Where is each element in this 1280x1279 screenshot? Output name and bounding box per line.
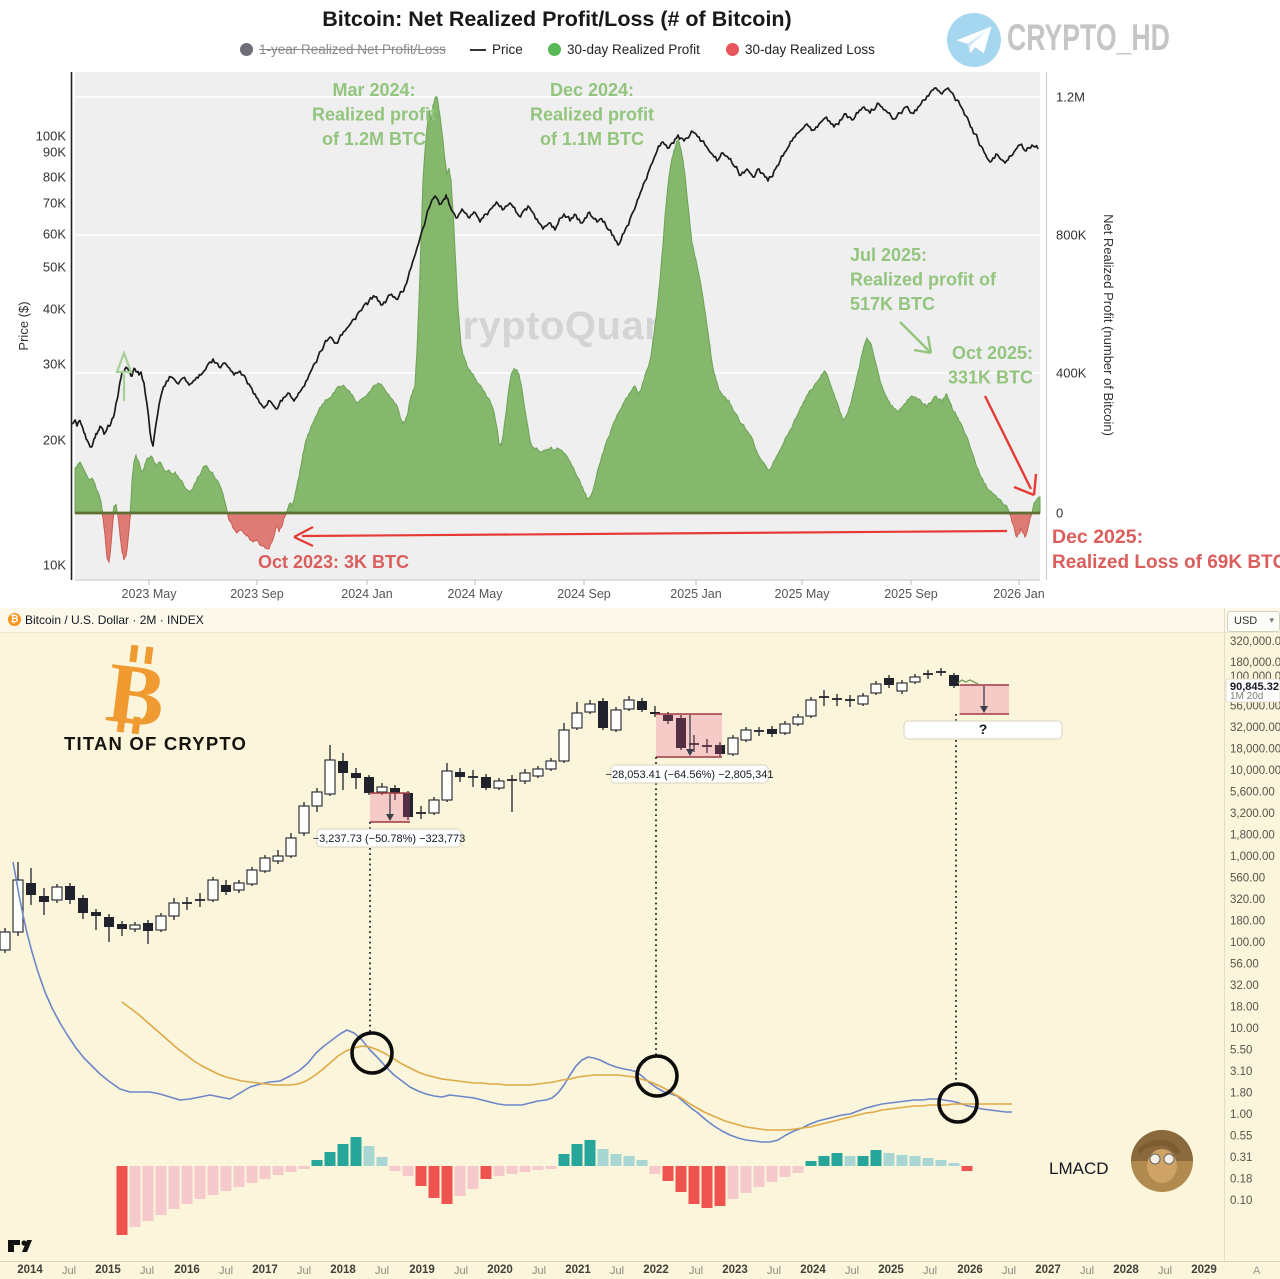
svg-text:30K: 30K: [43, 357, 66, 372]
svg-text:320.00: 320.00: [1230, 894, 1265, 906]
svg-text:of 1.2M BTC: of 1.2M BTC: [322, 129, 426, 149]
svg-text:18,000.00: 18,000.00: [1230, 744, 1280, 756]
svg-text:80K: 80K: [43, 170, 66, 185]
svg-text:2023 May: 2023 May: [122, 587, 178, 601]
svg-text:?: ?: [979, 721, 988, 737]
svg-text:−28,053.41 (−64.56%) −2,805,34: −28,053.41 (−64.56%) −2,805,341: [606, 769, 774, 781]
svg-text:Dec 2024:: Dec 2024:: [550, 80, 634, 100]
svg-text:10.00: 10.00: [1230, 1023, 1259, 1035]
svg-text:1,800.00: 1,800.00: [1230, 830, 1275, 842]
svg-text:18.00: 18.00: [1230, 1002, 1259, 1014]
svg-text:2025 May: 2025 May: [775, 587, 831, 601]
svg-text:Realized profit of: Realized profit of: [850, 270, 997, 290]
svg-text:1.2M: 1.2M: [1056, 90, 1085, 105]
svg-text:32,000.00: 32,000.00: [1230, 722, 1280, 734]
svg-text:2024 Sep: 2024 Sep: [557, 587, 611, 601]
svg-text:Dec 2025:: Dec 2025:: [1052, 526, 1143, 548]
svg-text:Price ($): Price ($): [16, 301, 31, 350]
svg-text:5.50: 5.50: [1230, 1045, 1252, 1057]
svg-text:180.00: 180.00: [1230, 916, 1265, 928]
svg-text:1M 20d: 1M 20d: [1230, 691, 1263, 702]
svg-text:LMACD: LMACD: [1049, 1159, 1109, 1178]
svg-text:3,200.00: 3,200.00: [1230, 808, 1275, 820]
svg-text:Oct 2023: 3K BTC: Oct 2023: 3K BTC: [258, 552, 409, 572]
svg-text:1.80: 1.80: [1230, 1088, 1252, 1100]
svg-text:517K BTC: 517K BTC: [850, 294, 935, 314]
svg-text:10K: 10K: [43, 558, 66, 573]
svg-text:560.00: 560.00: [1230, 873, 1265, 885]
svg-text:CryptoQuant: CryptoQuant: [433, 304, 683, 348]
svg-text:50K: 50K: [43, 260, 66, 275]
svg-text:Realized Loss of 69K BTC: Realized Loss of 69K BTC: [1052, 552, 1280, 573]
svg-text:800K: 800K: [1056, 228, 1087, 243]
svg-text:−3,237.73 (−50.78%) −323,773: −3,237.73 (−50.78%) −323,773: [313, 833, 466, 845]
svg-text:Realized profit: Realized profit: [312, 105, 436, 125]
svg-text:2026 Jan: 2026 Jan: [993, 587, 1044, 601]
svg-text:0.31: 0.31: [1230, 1152, 1252, 1164]
svg-text:20K: 20K: [43, 433, 66, 448]
svg-text:0.10: 0.10: [1230, 1195, 1252, 1207]
svg-text:0.18: 0.18: [1230, 1174, 1252, 1186]
svg-text:56,000.00: 56,000.00: [1230, 701, 1280, 713]
svg-text:2025 Sep: 2025 Sep: [884, 587, 938, 601]
svg-text:100K: 100K: [36, 129, 67, 144]
svg-text:3.10: 3.10: [1230, 1066, 1252, 1078]
svg-text:of 1.1M BTC: of 1.1M BTC: [540, 129, 644, 149]
svg-text:400K: 400K: [1056, 366, 1087, 381]
svg-text:1.00: 1.00: [1230, 1109, 1252, 1121]
svg-text:Jul 2025:: Jul 2025:: [850, 245, 927, 265]
svg-text:331K BTC: 331K BTC: [948, 368, 1033, 388]
svg-text:0: 0: [1056, 506, 1063, 521]
svg-text:40K: 40K: [43, 302, 66, 317]
svg-text:56.00: 56.00: [1230, 959, 1259, 971]
svg-text:2025 Jan: 2025 Jan: [670, 587, 721, 601]
svg-text:2023 Sep: 2023 Sep: [230, 587, 284, 601]
svg-text:32.00: 32.00: [1230, 980, 1259, 992]
svg-text:2024 May: 2024 May: [448, 587, 504, 601]
svg-text:TITAN OF CRYPTO: TITAN OF CRYPTO: [64, 733, 247, 754]
svg-text:Net Realized Profit (number of: Net Realized Profit (number of Bitcoin): [1101, 214, 1116, 436]
svg-text:1,000.00: 1,000.00: [1230, 851, 1275, 863]
svg-text:B: B: [102, 644, 171, 746]
svg-text:100.00: 100.00: [1230, 937, 1265, 949]
svg-text:5,600.00: 5,600.00: [1230, 787, 1275, 799]
svg-text:60K: 60K: [43, 227, 66, 242]
svg-text:90K: 90K: [43, 145, 66, 160]
svg-text:Realized profit: Realized profit: [530, 105, 654, 125]
svg-text:0.55: 0.55: [1230, 1131, 1252, 1143]
svg-text:70K: 70K: [43, 196, 66, 211]
svg-text:180,000.00: 180,000.00: [1230, 657, 1280, 669]
svg-text:2024 Jan: 2024 Jan: [341, 587, 392, 601]
svg-text:10,000.00: 10,000.00: [1230, 765, 1280, 777]
svg-text:90,845.32: 90,845.32: [1230, 681, 1279, 693]
svg-text:Mar 2024:: Mar 2024:: [332, 80, 415, 100]
svg-text:320,000.00: 320,000.00: [1230, 636, 1280, 648]
svg-text:Oct 2025:: Oct 2025:: [952, 343, 1033, 363]
